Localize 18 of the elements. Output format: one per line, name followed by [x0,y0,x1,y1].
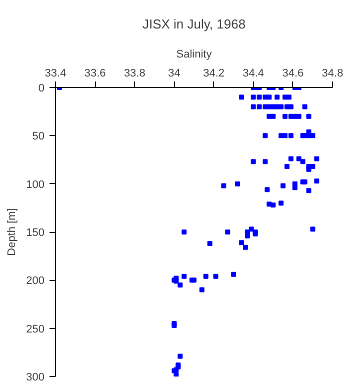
x-axis-title: Salinity [176,48,212,60]
x-tick-label: 34.2 [203,68,225,80]
y-axis-title: Depth [m] [6,208,18,256]
y-tick-label: 200 [26,275,45,288]
y-tick-label: 150 [26,227,45,239]
x-tick-label: 34.8 [322,68,344,80]
x-tick-label: 34.6 [282,68,304,80]
chart-title: JISX in July, 1968 [142,16,246,32]
x-tick-label: 33.8 [124,68,146,80]
y-tick-label: 0 [38,82,45,94]
x-tick-label: 34.4 [242,68,264,80]
x-tick-label: 33.6 [84,68,106,80]
x-tick-label: 34 [168,68,180,80]
y-tick-label: 250 [26,323,45,336]
y-tick-label: 100 [26,178,45,191]
y-tick-label: 50 [32,130,45,143]
x-tick-label: 33.4 [44,68,66,80]
y-tick-label: 300 [26,372,45,384]
